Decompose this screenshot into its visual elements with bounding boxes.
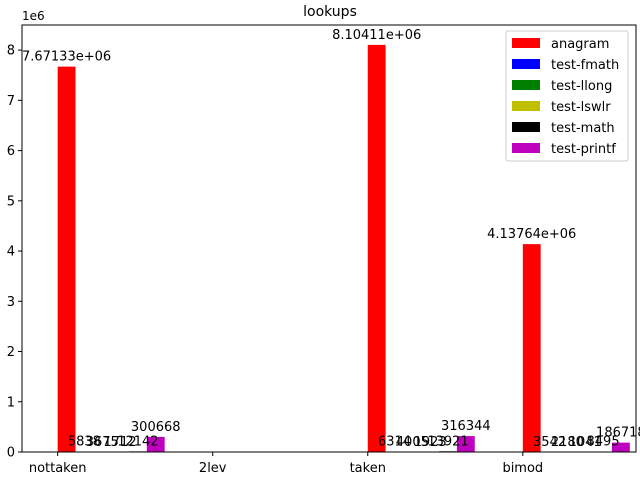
- y-tick-label: 8: [7, 44, 15, 59]
- y-tick-label: 3: [7, 295, 15, 310]
- data-label: 300668: [131, 420, 181, 435]
- data-label: 1923: [414, 435, 447, 450]
- data-label: 4005: [396, 435, 429, 450]
- y-tick-label: 0: [7, 446, 15, 461]
- y-offset-label: 1e6: [22, 9, 45, 23]
- y-tick-label: 6: [7, 144, 15, 159]
- data-label: 2180: [551, 435, 584, 450]
- y-tick-label: 2: [7, 345, 15, 360]
- legend-swatch: [512, 101, 540, 111]
- x-tick-label: 2lev: [199, 461, 227, 476]
- data-label: 12142: [117, 434, 158, 449]
- bar: [57, 66, 76, 452]
- data-label: 5838: [68, 435, 101, 450]
- x-tick-label: nottaken: [29, 461, 87, 476]
- data-label: 8495: [587, 435, 620, 450]
- x-tick-label: bimod: [502, 461, 543, 476]
- data-label: 6314: [378, 435, 411, 450]
- data-label: 4.13764e+06: [487, 227, 576, 242]
- y-tick-label: 1: [7, 395, 15, 410]
- y-tick-label: 7: [7, 94, 15, 109]
- data-label: 3542: [533, 435, 566, 450]
- legend-swatch: [512, 80, 540, 90]
- legend-label: anagram: [551, 37, 609, 52]
- bars-layer: [57, 44, 630, 453]
- x-tick-label: taken: [350, 461, 386, 476]
- data-label: 3675: [86, 435, 119, 450]
- legend-label: test-printf: [551, 142, 616, 157]
- y-tick-label: 4: [7, 245, 15, 260]
- chart-title: lookups: [303, 4, 357, 20]
- axes-layer: 0 1 2 3 4 5 6 7 8 nottaken 2lev taken bimod: [7, 24, 637, 476]
- data-label: 186718: [596, 426, 640, 441]
- data-label: 13921: [427, 434, 468, 449]
- legend-label: test-fmath: [551, 58, 619, 73]
- legend-label: test-math: [551, 121, 615, 136]
- legend-swatch: [512, 122, 540, 132]
- data-label: 8.10411e+06: [332, 28, 421, 43]
- legend-swatch: [512, 143, 540, 153]
- plot-frame: [21, 24, 637, 453]
- data-labels-layer: 7.67133e+06 8.10411e+06 4.13764e+06 5838 631…: [22, 28, 640, 450]
- legend-label: test-lswlr: [551, 100, 611, 115]
- data-label: 316344: [441, 419, 491, 434]
- legend-label: test-llong: [551, 79, 612, 94]
- bar: [367, 44, 386, 453]
- bar: [611, 442, 630, 452]
- y-tick-label: 5: [7, 194, 15, 209]
- legend-swatch: [512, 38, 540, 48]
- bar: [522, 244, 541, 452]
- bar: [456, 436, 475, 452]
- legend-swatch: [512, 59, 540, 69]
- data-label: 7.67133e+06: [22, 50, 111, 65]
- data-label: 1712: [104, 435, 137, 450]
- bar: [146, 436, 165, 452]
- legend: anagram test-fmath test-llong test-lswlr tes…: [505, 30, 629, 162]
- data-label: 1041: [569, 435, 602, 450]
